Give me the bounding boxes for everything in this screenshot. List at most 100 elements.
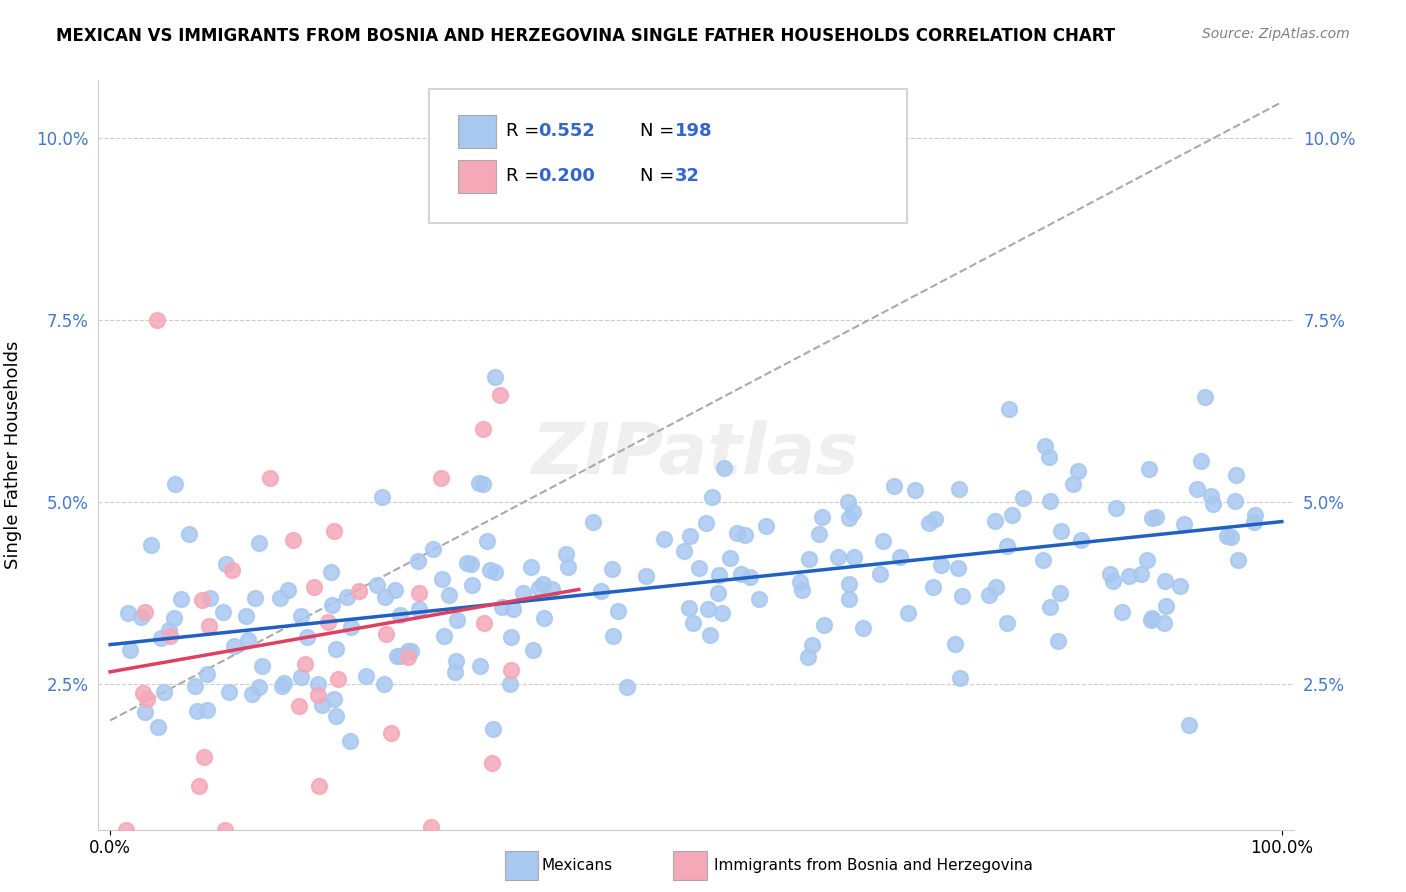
Point [801, 638, 824, 652]
Point [115, 822, 138, 837]
Y-axis label: Single Father Households: Single Father Households [4, 341, 22, 569]
Point [799, 552, 821, 566]
Point [979, 588, 1001, 602]
Point [841, 506, 863, 520]
Point [475, 534, 498, 549]
Point [501, 664, 523, 678]
Text: ZIPatlas: ZIPatlas [533, 420, 859, 490]
Point [872, 534, 894, 549]
Point [725, 525, 748, 540]
Point [682, 615, 704, 630]
Point [325, 709, 347, 723]
Point [946, 561, 969, 575]
Point [838, 577, 860, 591]
Point [430, 572, 453, 586]
Point [711, 606, 734, 620]
Point [408, 586, 430, 600]
Point [384, 582, 406, 597]
Point [1187, 482, 1209, 496]
Point [838, 592, 860, 607]
Point [212, 605, 235, 619]
Point [1099, 566, 1122, 581]
Point [1049, 586, 1071, 600]
Point [1012, 491, 1035, 505]
Point [1033, 439, 1056, 453]
Point [948, 483, 970, 497]
Point [755, 519, 778, 533]
Point [706, 586, 728, 600]
Point [321, 598, 343, 612]
Point [1154, 599, 1177, 614]
Point [1139, 613, 1161, 627]
Point [699, 628, 721, 642]
Point [808, 527, 831, 541]
Point [838, 511, 860, 525]
Point [1137, 462, 1160, 476]
Point [949, 671, 972, 685]
Point [238, 632, 260, 647]
Point [827, 549, 849, 564]
Text: N =: N = [640, 122, 679, 140]
Point [1244, 508, 1267, 523]
Text: 0.200: 0.200 [538, 167, 595, 185]
Point [484, 370, 506, 384]
Point [371, 491, 394, 505]
Point [606, 604, 628, 618]
Point [730, 566, 752, 581]
Point [600, 562, 623, 576]
Point [157, 623, 180, 637]
Point [1223, 494, 1246, 508]
Point [1111, 605, 1133, 619]
Point [118, 643, 141, 657]
Point [1170, 579, 1192, 593]
Point [191, 592, 214, 607]
Point [498, 677, 520, 691]
Point [135, 692, 157, 706]
Point [634, 569, 657, 583]
Point [789, 575, 811, 590]
Point [218, 685, 240, 699]
Point [616, 680, 638, 694]
Point [557, 560, 579, 574]
Point [591, 584, 613, 599]
Point [325, 641, 347, 656]
Point [697, 601, 720, 615]
Point [153, 685, 176, 699]
Point [512, 586, 534, 600]
Point [790, 583, 813, 598]
Point [375, 627, 398, 641]
Point [852, 621, 875, 635]
Point [326, 672, 349, 686]
Point [243, 591, 266, 606]
Point [184, 679, 207, 693]
Point [159, 629, 181, 643]
Point [150, 631, 173, 645]
Point [396, 643, 419, 657]
Point [193, 749, 215, 764]
Point [420, 820, 443, 834]
Point [520, 560, 543, 574]
Point [340, 620, 363, 634]
Point [1047, 634, 1070, 648]
Text: N =: N = [640, 167, 679, 185]
Point [399, 643, 422, 657]
Point [214, 557, 236, 571]
Point [929, 558, 952, 572]
Point [924, 511, 946, 525]
Point [347, 584, 370, 599]
Point [366, 577, 388, 591]
Point [582, 515, 605, 529]
Point [290, 609, 312, 624]
Point [277, 583, 299, 598]
Point [117, 606, 139, 620]
Point [813, 618, 835, 632]
Point [1001, 508, 1024, 523]
Point [471, 476, 494, 491]
Point [1039, 599, 1062, 614]
Point [388, 649, 411, 664]
Point [187, 779, 209, 793]
Point [311, 698, 333, 712]
Point [319, 565, 342, 579]
Point [422, 542, 444, 557]
Point [443, 665, 465, 679]
